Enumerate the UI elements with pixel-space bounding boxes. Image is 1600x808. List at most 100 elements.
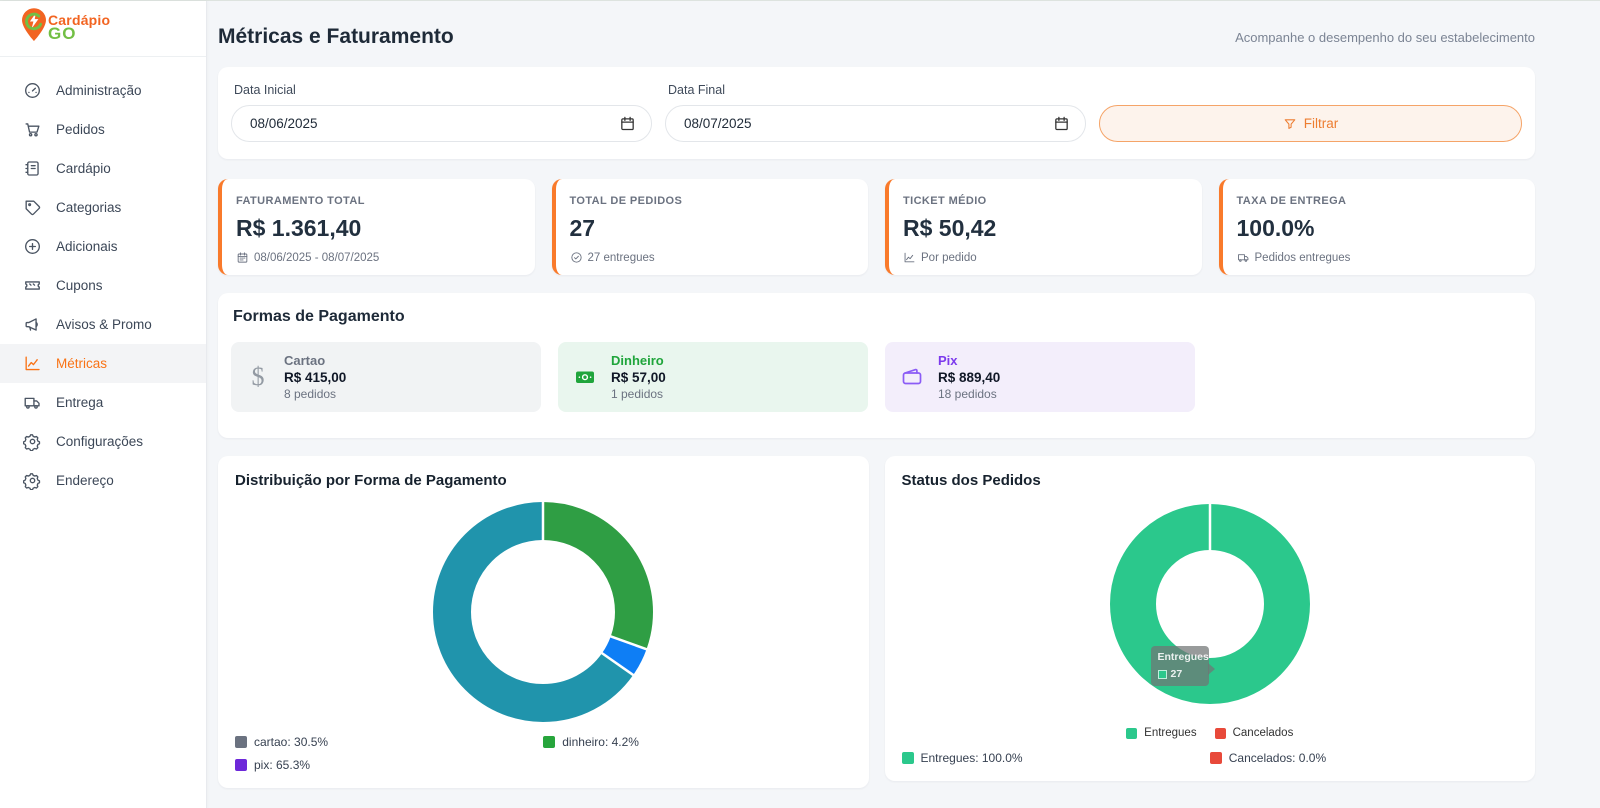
dollar-icon: $ [245, 362, 271, 392]
legend-swatch [1126, 728, 1137, 739]
logo-pin-bolt-icon [16, 6, 52, 49]
sidebar-item-endereco[interactable]: Endereço [0, 461, 206, 500]
sidebar-item-label: Categorias [56, 200, 121, 215]
sidebar-item-label: Endereço [56, 473, 114, 488]
page-title: Métricas e Faturamento [218, 25, 454, 49]
sidebar-item-label: Administração [56, 83, 142, 98]
banknote-icon [572, 365, 598, 389]
sidebar-item-cupons[interactable]: Cupons [0, 266, 206, 305]
payment-tile-dinheiro: Dinheiro R$ 57,00 1 pedidos [558, 342, 868, 412]
sidebar-item-entrega[interactable]: Entrega [0, 383, 206, 422]
start-date-field: Data Inicial [231, 83, 652, 142]
metric-note-text: 27 entregues [588, 252, 655, 264]
calendar-picker-icon[interactable] [619, 115, 637, 133]
truck-icon [1237, 251, 1250, 264]
sidebar-item-adicionais[interactable]: Adicionais [0, 227, 206, 266]
tag-icon [23, 198, 42, 217]
sidebar-item-categorias[interactable]: Categorias [0, 188, 206, 227]
end-date-field: Data Final [665, 83, 1086, 142]
legend-swatch [235, 759, 247, 771]
legend-swatch [1215, 728, 1226, 739]
sidebar-item-metricas[interactable]: Métricas [0, 344, 206, 383]
payment-methods-card: Formas de Pagamento $ Cartao R$ 415,00 8… [218, 293, 1535, 438]
payment-name: Dinheiro [611, 353, 666, 368]
legend-item[interactable]: Cancelados [1215, 727, 1294, 739]
main-content: Métricas e Faturamento Acompanhe o desem… [207, 1, 1600, 808]
payment-distribution-donut-chart[interactable] [432, 501, 654, 723]
order-status-chart-card: Status dos Pedidos EntreguesCancelados E… [885, 456, 1536, 781]
payment-tile-pix: Pix R$ 889,40 18 pedidos [885, 342, 1195, 412]
legend-label: cartao: 30.5% [254, 735, 328, 749]
legend-item[interactable]: Entregues [1126, 727, 1196, 739]
tooltip-swatch [1158, 670, 1167, 679]
cart-icon [23, 120, 42, 139]
sidebar-item-label: Métricas [56, 356, 107, 371]
metric-value: 100.0% [1237, 215, 1520, 242]
payment-orders: 8 pedidos [284, 387, 346, 401]
brand-name-bottom: GO [48, 25, 110, 42]
sidebar-item-label: Entrega [56, 395, 103, 410]
legend-item: dinheiro: 4.2% [543, 735, 851, 749]
plus-circle-icon [23, 237, 42, 256]
legend-swatch [1210, 752, 1222, 764]
metric-card-faturamento: FATURAMENTO TOTAL R$ 1.361,40 08/06/2025… [218, 179, 535, 275]
start-date-input[interactable] [232, 116, 651, 131]
check-circle-icon [570, 251, 583, 264]
tooltip-value: 27 [1171, 668, 1183, 680]
legend-item: cartao: 30.5% [235, 735, 543, 749]
gear-icon [23, 471, 42, 490]
calendar-picker-icon[interactable] [1053, 115, 1071, 133]
sidebar-item-configuracoes[interactable]: Configurações [0, 422, 206, 461]
trend-icon [903, 251, 916, 264]
sidebar-item-cardapio[interactable]: Cardápio [0, 149, 206, 188]
metric-value: R$ 1.361,40 [236, 215, 519, 242]
payment-name: Cartao [284, 353, 346, 368]
legend-item: Cancelados: 0.0% [1210, 751, 1518, 765]
payment-orders: 1 pedidos [611, 387, 666, 401]
legend-label: Cancelados: 0.0% [1229, 751, 1326, 765]
end-date-input[interactable] [666, 116, 1085, 131]
gauge-icon [23, 81, 42, 100]
tooltip-title: Entregues [1158, 651, 1202, 663]
payment-methods-title: Formas de Pagamento [233, 308, 1522, 326]
legend-label: pix: 65.3% [254, 758, 310, 772]
truck-icon [23, 393, 42, 412]
metrics-row: FATURAMENTO TOTAL R$ 1.361,40 08/06/2025… [218, 179, 1535, 275]
payment-amount: R$ 415,00 [284, 370, 346, 385]
start-date-label: Data Inicial [234, 83, 652, 97]
filter-button[interactable]: Filtrar [1099, 105, 1522, 142]
date-filter-card: Data Inicial Data Final [218, 67, 1535, 159]
legend-item: pix: 65.3% [235, 758, 543, 772]
sidebar-item-label: Cupons [56, 278, 103, 293]
sidebar-item-administracao[interactable]: Administração [0, 71, 206, 110]
sidebar-item-avisos-promo[interactable]: Avisos & Promo [0, 305, 206, 344]
chart-title: Distribuição por Forma de Pagamento [235, 472, 852, 489]
menu-book-icon [23, 159, 42, 178]
charts-row: Distribuição por Forma de Pagamento cart… [218, 456, 1535, 788]
metric-card-ticket-medio: TICKET MÉDIO R$ 50,42 Por pedido [885, 179, 1202, 275]
sidebar: Cardápio GO Administração Pedidos Cardáp… [0, 1, 207, 808]
metric-note-text: Pedidos entregues [1255, 252, 1351, 264]
metric-value: 27 [570, 215, 853, 242]
payment-amount: R$ 889,40 [938, 370, 1000, 385]
page-header: Métricas e Faturamento Acompanhe o desem… [218, 1, 1535, 67]
sidebar-item-label: Pedidos [56, 122, 105, 137]
legend-swatch [902, 752, 914, 764]
metric-card-pedidos: TOTAL DE PEDIDOS 27 27 entregues [552, 179, 869, 275]
sidebar-nav: Administração Pedidos Cardápio Categoria… [0, 57, 206, 500]
order-status-legend: Entregues: 100.0% Cancelados: 0.0% [902, 751, 1519, 765]
legend-label: dinheiro: 4.2% [562, 735, 639, 749]
order-status-inline-legend: Entregues Cancelados [902, 727, 1519, 739]
sidebar-item-label: Configurações [56, 434, 143, 449]
metric-label: FATURAMENTO TOTAL [236, 195, 519, 207]
sidebar-item-label: Avisos & Promo [56, 317, 152, 332]
metric-note-text: Por pedido [921, 252, 977, 264]
payment-tile-cartao: $ Cartao R$ 415,00 8 pedidos [231, 342, 541, 412]
legend-label: Entregues [1144, 727, 1196, 739]
brand-logo[interactable]: Cardápio GO [0, 1, 206, 57]
sidebar-item-pedidos[interactable]: Pedidos [0, 110, 206, 149]
chart-line-icon [23, 354, 42, 373]
payment-distribution-legend: cartao: 30.5% dinheiro: 4.2% pix: 65.3% [235, 735, 852, 772]
legend-label: Entregues: 100.0% [921, 751, 1023, 765]
legend-swatch [543, 736, 555, 748]
